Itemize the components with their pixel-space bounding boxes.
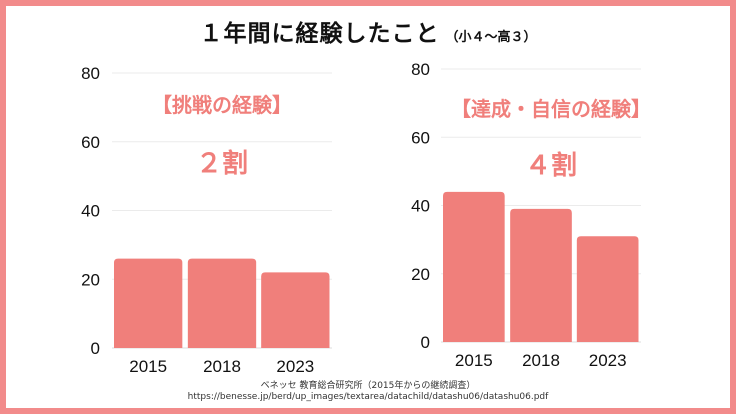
- chart-title: 【達成・自信の経験】: [451, 97, 651, 121]
- bar-2018: [187, 258, 257, 348]
- y-tick-label: 60: [81, 133, 100, 152]
- x-tick-label: 2015: [455, 351, 493, 370]
- y-tick-label: 20: [411, 265, 430, 284]
- chart-title: 【挑戦の経験】: [152, 93, 292, 117]
- bar-2018: [510, 208, 572, 342]
- x-tick-label: 2023: [276, 357, 314, 376]
- x-tick-label: 2023: [589, 351, 627, 370]
- y-tick-label: 40: [411, 197, 430, 216]
- bar-2023: [576, 236, 639, 342]
- bar-2015: [443, 191, 505, 342]
- y-tick-label: 60: [411, 128, 430, 147]
- title-main: １年間に経験したこと: [199, 21, 440, 47]
- chart-annotation: ２割: [196, 148, 248, 179]
- y-tick-label: 40: [81, 202, 100, 221]
- bar-2015: [114, 258, 183, 348]
- title-sub: （小４～高３）: [445, 30, 537, 45]
- y-tick-label: 20: [81, 270, 100, 289]
- y-tick-label: 0: [91, 339, 100, 358]
- x-tick-label: 2018: [522, 351, 560, 370]
- x-tick-label: 2015: [129, 357, 167, 376]
- source-text: ベネッセ 教育総合研究所（2015年からの継続調査）: [260, 381, 476, 391]
- x-tick-label: 2018: [203, 357, 241, 376]
- y-tick-label: 0: [421, 333, 430, 352]
- bar-2023: [261, 272, 330, 348]
- y-tick-label: 80: [81, 64, 100, 83]
- chart-annotation: ４割: [525, 150, 577, 181]
- y-tick-label: 80: [411, 60, 430, 79]
- page-title: １年間に経験したこと （小４～高３）: [0, 14, 736, 48]
- source-url[interactable]: https://benesse.jp/berd/up_images/textar…: [187, 392, 549, 402]
